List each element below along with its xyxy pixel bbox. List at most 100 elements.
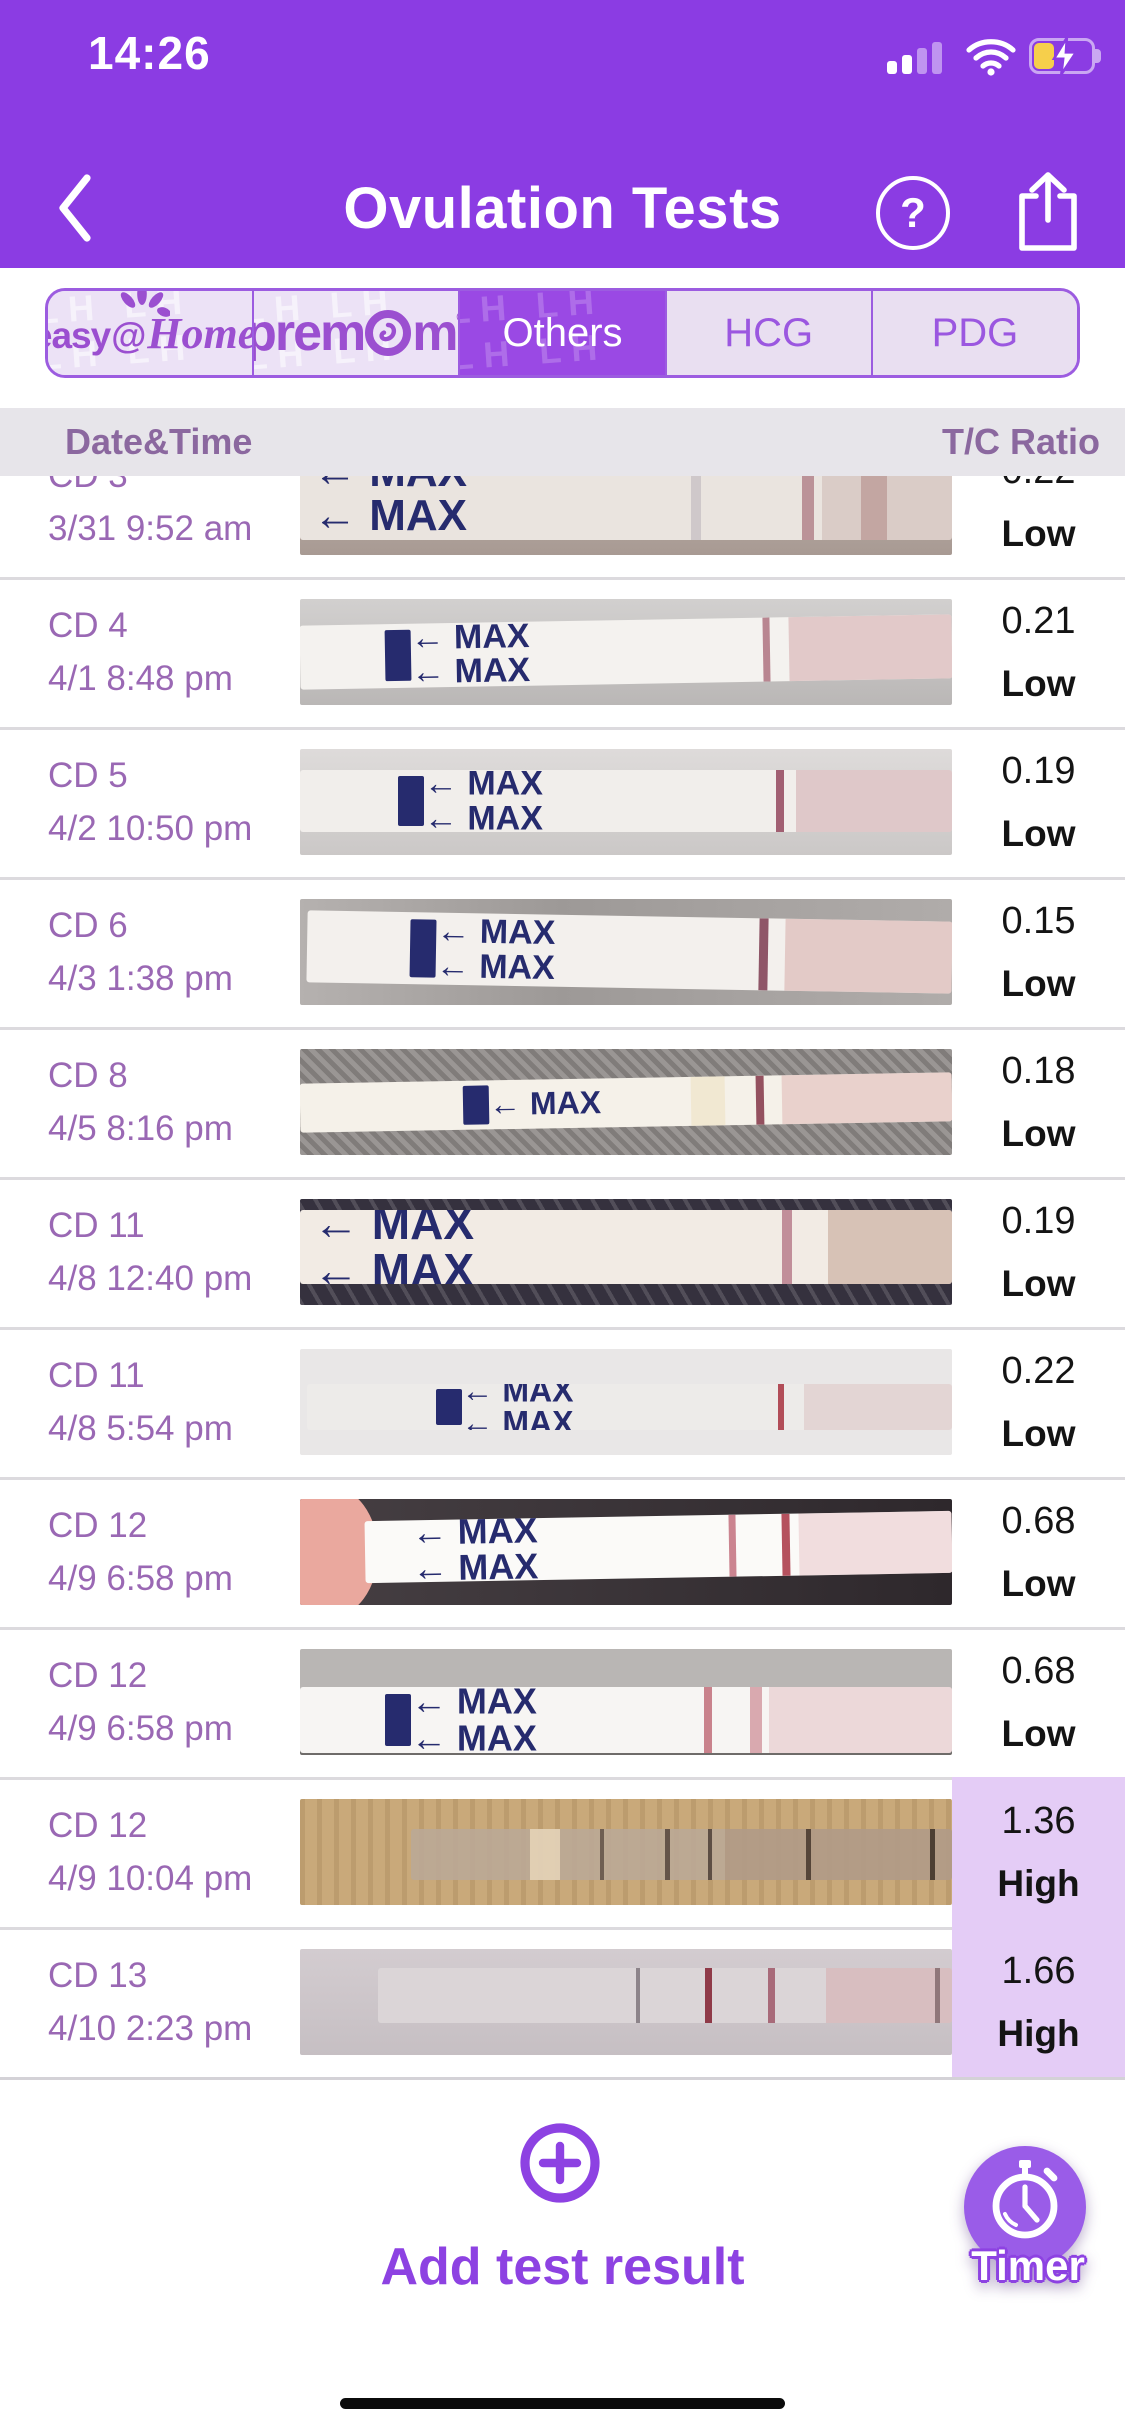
test-strip-photo[interactable]: ← MAX← MAX — [300, 749, 952, 855]
result-line — [757, 918, 768, 991]
result-line — [665, 1828, 671, 1880]
result-line — [762, 617, 771, 682]
table-row[interactable]: CD 13 4/10 2:23 pm 1.66 High — [0, 1927, 1125, 2077]
row-divider — [0, 727, 1125, 730]
max-label: ← MAX — [488, 1084, 602, 1123]
table-row[interactable]: CD 6 4/3 1:38 pm ← MAX ← MAX 0.15 Low — [0, 877, 1125, 1027]
help-button[interactable]: ? — [876, 176, 950, 250]
result-line — [775, 770, 784, 832]
strip-handle — [435, 1388, 462, 1426]
tab-others[interactable]: LH LH LH LH LH LH LH LH LH LH LH LH LH L… — [458, 291, 665, 375]
test-strip-photo[interactable]: ← MAX← MAX — [300, 1199, 952, 1305]
result-line — [768, 1968, 776, 2024]
tc-ratio-value: 0.22 — [1001, 1349, 1076, 1392]
clock-time: 14:26 — [88, 27, 211, 79]
add-test-area: Add test result — [0, 2120, 1125, 2297]
ratio-cell: 0.19 Low — [952, 727, 1125, 877]
level-badge: Low — [1001, 1412, 1076, 1454]
strip-tint — [798, 1510, 952, 1575]
table-row[interactable]: CD 11 4/8 12:40 pm ← MAX ← MAX 0.19 Low — [0, 1177, 1125, 1327]
test-strip-photo[interactable] — [300, 1799, 952, 1905]
date-cell: CD 11 4/8 5:54 pm — [48, 1327, 298, 1477]
row-divider — [0, 1027, 1125, 1030]
ratio-cell: 0.21 Low — [952, 577, 1125, 727]
result-line — [777, 1383, 784, 1430]
cellular-signal-icon — [887, 40, 953, 74]
cycle-day: CD 4 — [48, 605, 128, 645]
strip-tint — [828, 1209, 952, 1284]
home-indicator[interactable] — [340, 2398, 785, 2409]
strip-handle — [384, 630, 412, 682]
table-row[interactable]: CD 12 4/9 10:04 pm 1.36 High — [0, 1777, 1125, 1927]
table-row[interactable]: CD 12 4/9 6:58 pm ← MAX ← MAX 0.68 Low — [0, 1627, 1125, 1777]
result-line — [782, 1209, 793, 1284]
date-time: 4/9 10:04 pm — [48, 1858, 253, 1898]
date-time: 3/31 9:52 am — [48, 508, 253, 548]
row-divider — [0, 577, 1125, 580]
nav-bar: Ovulation Tests ? — [0, 160, 1125, 256]
cycle-day: CD 3 — [48, 476, 298, 496]
table-row[interactable]: CD 12 4/9 6:58 pm ← MAX ← MAX 0.68 Low — [0, 1477, 1125, 1627]
tab-pdg[interactable]: PDG — [870, 291, 1077, 375]
table-row[interactable]: CD 3 3/31 9:52 am ← MAX← MAX 0.22 Low — [0, 476, 1125, 577]
strip-tint — [783, 918, 952, 994]
column-date-time: Date&Time — [65, 421, 253, 462]
result-line — [705, 1968, 713, 2024]
result-line — [728, 1514, 737, 1577]
level-badge: Low — [1001, 1262, 1076, 1304]
tab-premom[interactable]: LH LH LH LH LH LH LH LH LH LH LH LH LH L… — [252, 291, 459, 375]
date-cell: CD 12 4/9 6:58 pm — [48, 1477, 298, 1627]
level-badge: High — [997, 2012, 1080, 2054]
test-strip-photo[interactable]: ← MAX← MAX — [300, 1649, 952, 1755]
test-strip-photo[interactable]: ← MAX← MAX — [300, 899, 952, 1005]
status-bar: 14:26 — [0, 18, 1125, 82]
max-label: ← MAX← MAX — [313, 476, 468, 541]
back-button[interactable] — [40, 166, 110, 250]
table-row[interactable]: CD 4 4/1 8:48 pm ← MAX ← MAX 0.21 Low — [0, 577, 1125, 727]
tc-ratio-value: 0.68 — [1001, 1499, 1076, 1542]
cycle-day: CD 13 — [48, 1955, 148, 1995]
strip-tint — [821, 476, 952, 541]
test-strip: ← MAX← MAX — [364, 1510, 952, 1583]
timer-button[interactable]: Timer — [958, 2146, 1098, 2296]
add-test-label[interactable]: Add test result — [380, 2238, 745, 2296]
add-test-button[interactable] — [517, 2120, 603, 2211]
date-time: 4/8 12:40 pm — [48, 1258, 253, 1298]
date-time: 4/1 8:48 pm — [48, 658, 233, 698]
result-line — [708, 1828, 713, 1880]
result-line — [529, 1828, 560, 1880]
max-label: ← MAX← MAX — [423, 770, 543, 832]
table-row[interactable]: CD 11 4/8 5:54 pm ← MAX ← MAX 0.22 Low — [0, 1327, 1125, 1477]
row-divider — [0, 1927, 952, 1930]
level-badge: Low — [1001, 1112, 1076, 1154]
result-line — [600, 1828, 605, 1880]
test-strip-photo[interactable]: ← MAX← MAX — [300, 476, 952, 555]
strip-handle — [397, 776, 424, 826]
max-label: ← MAX← MAX — [410, 617, 531, 690]
date-time: 4/9 6:58 pm — [48, 1708, 233, 1748]
date-time: 4/2 10:50 pm — [48, 808, 253, 848]
strip-tint — [724, 1828, 952, 1880]
question-mark-icon: ? — [900, 189, 926, 236]
test-strip-photo[interactable]: ← MAX← MAX — [300, 1349, 952, 1455]
table-row[interactable]: CD 8 4/5 8:16 pm ← MAX 0.18 Low — [0, 1027, 1125, 1177]
test-strip-photo[interactable]: ← MAX — [300, 1049, 952, 1155]
chevron-left-icon — [59, 174, 91, 242]
table-row[interactable]: CD 5 4/2 10:50 pm ← MAX ← MAX 0.19 Low — [0, 727, 1125, 877]
test-strip-photo[interactable] — [300, 1949, 952, 2055]
level-badge: Low — [1001, 812, 1076, 854]
result-line — [930, 1828, 936, 1880]
ratio-cell: 0.22 Low — [952, 476, 1125, 577]
test-strip-photo[interactable]: ← MAX← MAX — [300, 1499, 952, 1605]
stopwatch-icon — [992, 2160, 1058, 2239]
tab-hcg[interactable]: HCG — [664, 291, 871, 375]
strip-tint — [782, 1071, 952, 1124]
row-divider — [0, 1327, 1125, 1330]
battery-icon — [1029, 36, 1107, 76]
share-button[interactable] — [1006, 168, 1090, 256]
easy-at-home-logo: easy@Home® — [48, 291, 252, 359]
strip-tint — [803, 1383, 952, 1430]
tab-easy-at-home[interactable]: LH LH LH LH LH LH LH LH LH LH LH LH LH L… — [48, 291, 253, 375]
test-strip-photo[interactable]: ← MAX← MAX — [300, 599, 952, 705]
